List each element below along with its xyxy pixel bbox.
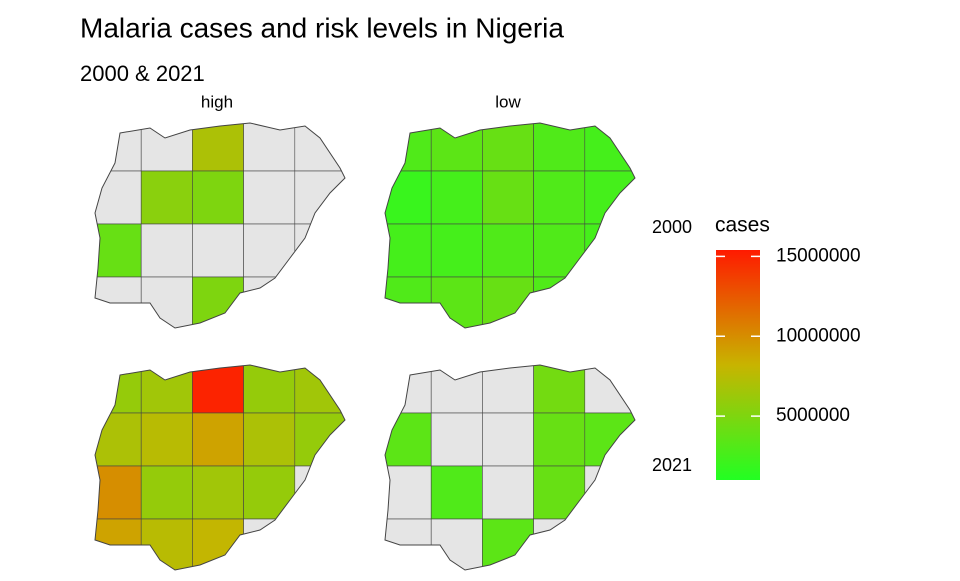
region: [140, 465, 193, 520]
region: [533, 170, 586, 225]
region: [294, 412, 345, 467]
region: [95, 412, 142, 467]
regions: [95, 123, 345, 328]
region: [192, 276, 244, 328]
facet-label: high: [201, 92, 233, 111]
region: [430, 170, 483, 225]
region: [533, 123, 586, 172]
colorbar: [716, 250, 760, 480]
region: [95, 223, 142, 278]
legend-tick-label: 10000000: [776, 325, 861, 346]
region: [95, 123, 142, 172]
legend-tick-label: 15000000: [776, 245, 861, 266]
region: [584, 223, 635, 278]
region: [533, 518, 586, 570]
chart-title: Malaria cases and risk levels in Nigeria: [80, 12, 564, 43]
region: [482, 518, 534, 570]
chart-subtitle: 2000 & 2021: [80, 61, 205, 86]
region: [95, 170, 142, 225]
region: [192, 412, 244, 467]
map-panel: [384, 364, 636, 571]
region: [430, 223, 483, 278]
regions: [385, 365, 635, 570]
region: [385, 412, 432, 467]
country-outline: [94, 122, 346, 329]
region: [385, 123, 432, 172]
country-outline: [94, 364, 346, 571]
region: [140, 412, 193, 467]
region: [243, 170, 296, 225]
region: [533, 223, 586, 278]
legend-tick-label: 5000000: [776, 405, 850, 426]
region: [243, 276, 296, 328]
region: [192, 518, 244, 570]
map-panel: [94, 364, 346, 571]
region: [95, 465, 142, 520]
region: [192, 170, 244, 225]
region: [385, 170, 432, 225]
region: [192, 465, 244, 520]
region: [584, 170, 635, 225]
regions: [385, 123, 635, 328]
country-outline: [384, 122, 636, 329]
region: [385, 365, 432, 414]
region: [294, 276, 345, 328]
region: [482, 465, 534, 520]
region: [430, 465, 483, 520]
facet-label: 2000: [652, 217, 692, 237]
region: [584, 276, 635, 328]
region: [430, 123, 483, 172]
region: [385, 223, 432, 278]
region: [482, 276, 534, 328]
region: [243, 518, 296, 570]
region: [533, 465, 586, 520]
region: [243, 223, 296, 278]
region: [482, 170, 534, 225]
region: [95, 365, 142, 414]
region: [192, 365, 244, 414]
region: [482, 412, 534, 467]
region: [584, 412, 635, 467]
region: [243, 123, 296, 172]
region: [482, 123, 534, 172]
region: [294, 465, 345, 520]
region: [294, 170, 345, 225]
region: [533, 276, 586, 328]
region: [140, 223, 193, 278]
region: [192, 223, 244, 278]
legend-title: cases: [715, 214, 770, 237]
region: [140, 170, 193, 225]
region: [430, 412, 483, 467]
map-panel: [384, 122, 636, 329]
country-outline: [384, 364, 636, 571]
facet-label: low: [495, 92, 521, 111]
region: [140, 123, 193, 172]
regions: [95, 365, 345, 570]
facet-label: 2021: [652, 455, 692, 475]
region: [243, 465, 296, 520]
region: [584, 518, 635, 570]
region: [192, 123, 244, 172]
region: [533, 365, 586, 414]
region: [533, 412, 586, 467]
map-panel: [94, 122, 346, 329]
region: [140, 365, 193, 414]
region: [430, 365, 483, 414]
region: [243, 412, 296, 467]
region: [294, 518, 345, 570]
region: [584, 465, 635, 520]
region: [482, 223, 534, 278]
region: [294, 223, 345, 278]
region: [243, 365, 296, 414]
